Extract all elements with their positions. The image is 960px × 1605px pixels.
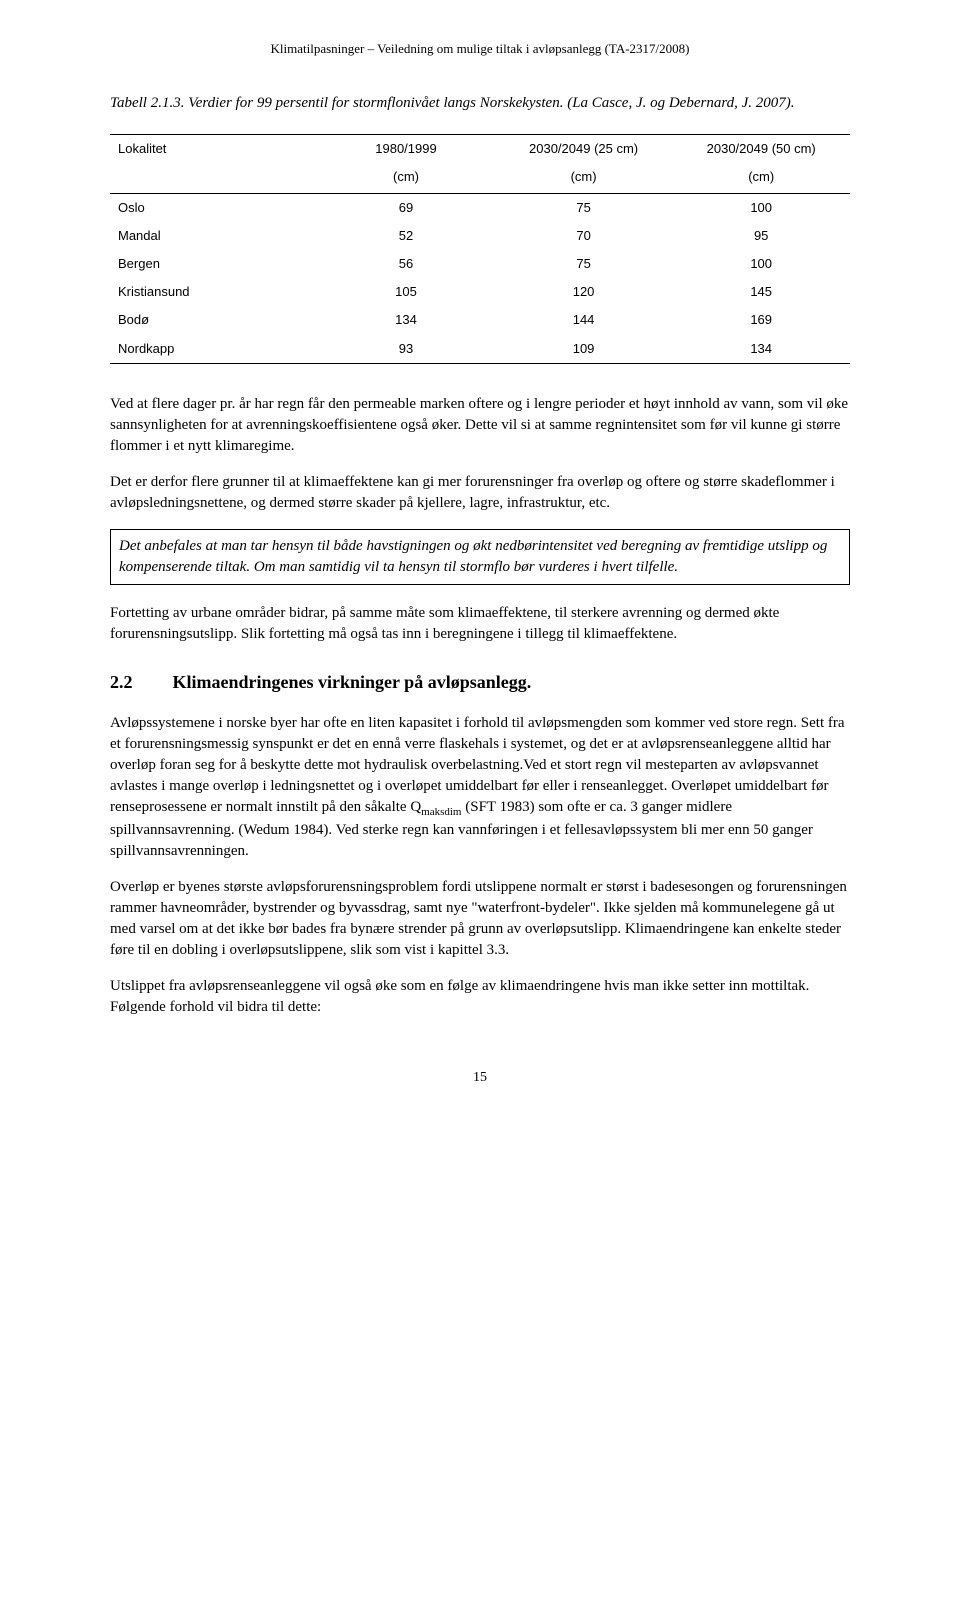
header-2030-25cm: 2030/2049 (25 cm) [495,135,673,164]
cell-value: 52 [317,222,495,250]
body-paragraph: Fortetting av urbane områder bidrar, på … [110,603,850,645]
header-1980-1999: 1980/1999 [317,135,495,164]
page-number: 15 [110,1068,850,1088]
cell-value: 75 [495,193,673,222]
table-body: Oslo 69 75 100 Mandal 52 70 95 Bergen 56… [110,193,850,363]
cell-value: 144 [495,306,673,334]
cell-locality: Mandal [110,222,317,250]
cell-value: 120 [495,278,673,306]
table-row: Bodø 134 144 169 [110,306,850,334]
header-unit-blank [110,163,317,193]
cell-locality: Nordkapp [110,335,317,364]
cell-locality: Bergen [110,250,317,278]
header-unit-cm-2: (cm) [495,163,673,193]
subscript-maksdim: maksdim [421,806,461,818]
table-row: Kristiansund 105 120 145 [110,278,850,306]
header-unit-cm-3: (cm) [672,163,850,193]
section-title: Klimaendringenes virkninger på avløpsanl… [173,672,532,692]
cell-locality: Oslo [110,193,317,222]
cell-value: 169 [672,306,850,334]
cell-value: 134 [672,335,850,364]
table-row: Bergen 56 75 100 [110,250,850,278]
cell-locality: Bodø [110,306,317,334]
cell-value: 105 [317,278,495,306]
body-paragraph: Ved at flere dager pr. år har regn får d… [110,394,850,457]
cell-value: 75 [495,250,673,278]
cell-value: 109 [495,335,673,364]
cell-value: 69 [317,193,495,222]
boxed-text: Det anbefales at man tar hensyn til både… [119,536,841,578]
cell-locality: Kristiansund [110,278,317,306]
body-paragraph: Avløpssystemene i norske byer har ofte e… [110,713,850,862]
body-paragraph: Overløp er byenes største avløpsforurens… [110,877,850,961]
table-row: Mandal 52 70 95 [110,222,850,250]
header-lokalitet: Lokalitet [110,135,317,164]
table-header-row-2: (cm) (cm) (cm) [110,163,850,193]
recommendation-box: Det anbefales at man tar hensyn til både… [110,529,850,585]
section-number: 2.2 [110,670,133,695]
cell-value: 100 [672,250,850,278]
table-row: Nordkapp 93 109 134 [110,335,850,364]
cell-value: 56 [317,250,495,278]
cell-value: 95 [672,222,850,250]
header-2030-50cm: 2030/2049 (50 cm) [672,135,850,164]
body-paragraph: Utslippet fra avløpsrenseanleggene vil o… [110,976,850,1018]
table-caption: Tabell 2.1.3. Verdier for 99 persentil f… [110,93,850,114]
cell-value: 134 [317,306,495,334]
data-table: Lokalitet 1980/1999 2030/2049 (25 cm) 20… [110,134,850,364]
cell-value: 145 [672,278,850,306]
cell-value: 70 [495,222,673,250]
header-unit-cm-1: (cm) [317,163,495,193]
body-paragraph: Det er derfor flere grunner til at klima… [110,472,850,514]
table-row: Oslo 69 75 100 [110,193,850,222]
section-heading: 2.2 Klimaendringenes virkninger på avløps… [110,670,850,695]
cell-value: 93 [317,335,495,364]
page-header: Klimatilpasninger – Veiledning om mulige… [110,40,850,58]
table-header-row-1: Lokalitet 1980/1999 2030/2049 (25 cm) 20… [110,135,850,164]
cell-value: 100 [672,193,850,222]
